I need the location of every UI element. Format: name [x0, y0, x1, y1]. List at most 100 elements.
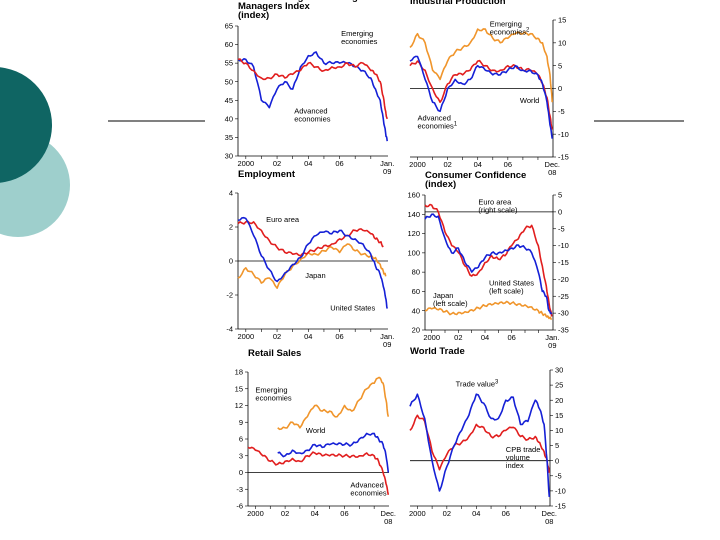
y-tick-label: 40 — [225, 114, 233, 123]
x-tick-label: Dec. — [545, 160, 560, 169]
series-annotation: economies — [255, 394, 292, 403]
series-line-united-states — [237, 216, 388, 309]
x-tick-label: 2000 — [237, 159, 254, 168]
y-tick-label: 5 — [555, 441, 559, 450]
y-tick-label: 35 — [225, 133, 233, 142]
series-annotation: CPB trade — [506, 445, 541, 454]
x-tick-label: 04 — [304, 159, 312, 168]
y-tick-label: 0 — [239, 468, 243, 477]
y-tick-label: 15 — [558, 16, 566, 25]
series-line-advanced-economies — [409, 55, 553, 139]
x-tick-label: 09 — [383, 167, 391, 176]
y-tick-label: 0 — [558, 84, 562, 93]
y-tick-label: 10 — [555, 426, 563, 435]
series-annotation: United States — [330, 303, 375, 312]
series-annotation: (right scale) — [478, 206, 518, 215]
x-tick-label: 06 — [504, 160, 512, 169]
x-tick-label: 02 — [443, 160, 451, 169]
y-tick-label: -6 — [236, 502, 243, 511]
series-line-japan — [237, 243, 387, 289]
series-line-world — [277, 432, 390, 473]
y-tick-label: 160 — [407, 191, 420, 200]
x-tick-label: 02 — [273, 159, 281, 168]
y-tick-label: -2 — [226, 291, 233, 300]
y-tick-label: 5 — [558, 61, 562, 70]
x-tick-label: 04 — [474, 160, 482, 169]
series-line-united-states-left-scale — [424, 213, 553, 315]
decor-dark-circle — [0, 67, 52, 183]
y-tick-label: -5 — [555, 471, 562, 480]
series-annotation: Japan — [305, 271, 325, 280]
y-tick-label: -25 — [558, 292, 569, 301]
x-tick-label: 08 — [384, 517, 392, 526]
x-tick-label: 2000 — [423, 333, 440, 342]
x-tick-label: 06 — [340, 509, 348, 518]
y-tick-label: -30 — [558, 309, 569, 318]
series-annotation: (left scale) — [489, 287, 524, 296]
y-tick-label: 60 — [412, 287, 420, 296]
y-tick-label: -5 — [558, 224, 565, 233]
series-line-world — [409, 59, 553, 130]
x-tick-label: Jan. — [380, 332, 394, 341]
x-tick-label: 08 — [548, 168, 556, 177]
x-tick-label: Jan. — [545, 333, 559, 342]
x-tick-label: 2000 — [247, 509, 264, 518]
series-annotation: volume — [506, 453, 530, 462]
series-line-emerging-economies — [277, 376, 390, 431]
chart-title-line: Manufacturing Purchasing — [238, 0, 358, 3]
chart-title-line: Employment — [238, 169, 296, 180]
x-tick-label: 08 — [545, 517, 553, 526]
series-annotation: World — [306, 426, 325, 435]
series-annotation: economies — [294, 114, 331, 123]
y-tick-label: 18 — [235, 368, 243, 377]
y-tick-label: 40 — [412, 306, 420, 315]
y-tick-label: 60 — [225, 40, 233, 49]
y-tick-label: 15 — [555, 411, 563, 420]
x-tick-label: 06 — [502, 509, 510, 518]
x-tick-label: 04 — [472, 509, 480, 518]
chart-title-line: Retail Sales — [248, 348, 301, 359]
x-tick-label: 2000 — [409, 509, 426, 518]
y-tick-label: 80 — [412, 268, 420, 277]
series-line-cpb-trade-volume-index — [409, 414, 551, 473]
series-line-euro-area — [237, 220, 384, 257]
series-annotation: index — [506, 461, 524, 470]
series-annotation: Euro area — [478, 198, 512, 207]
series-annotation: World — [520, 96, 539, 105]
y-tick-label: 2 — [229, 223, 233, 232]
y-tick-label: -15 — [555, 502, 566, 511]
x-tick-label: 04 — [481, 333, 489, 342]
series-annotation: Emerging — [255, 386, 287, 395]
x-tick-label: Dec. — [542, 509, 557, 518]
series-annotation: Advanced — [418, 113, 451, 122]
series-line-emerging-economies — [237, 58, 388, 120]
series-annotation: Emerging — [490, 19, 522, 28]
x-tick-label: 04 — [311, 509, 319, 518]
series-annotation: Japan — [433, 291, 453, 300]
y-tick-label: -10 — [555, 486, 566, 495]
x-tick-label: Dec. — [381, 509, 396, 518]
y-tick-label: 50 — [225, 77, 233, 86]
series-annotation: Euro area — [266, 215, 300, 224]
y-tick-label: -15 — [558, 153, 569, 162]
x-tick-label: 02 — [273, 332, 281, 341]
series-line-emerging-economies — [409, 28, 553, 103]
series-annotation: economies1 — [418, 121, 458, 130]
y-tick-label: -3 — [236, 485, 243, 494]
x-tick-label: 06 — [507, 333, 515, 342]
x-tick-label: 06 — [335, 332, 343, 341]
y-tick-label: 30 — [225, 152, 233, 161]
series-line-euro-area-right-scale — [424, 203, 553, 317]
series-annotation: (left scale) — [433, 299, 468, 308]
series-annotation: economies — [350, 489, 387, 498]
y-tick-label: 65 — [225, 22, 233, 31]
y-tick-label: 4 — [229, 189, 233, 198]
x-tick-label: 2000 — [409, 160, 426, 169]
y-tick-label: -10 — [558, 241, 569, 250]
y-tick-label: 0 — [555, 456, 559, 465]
